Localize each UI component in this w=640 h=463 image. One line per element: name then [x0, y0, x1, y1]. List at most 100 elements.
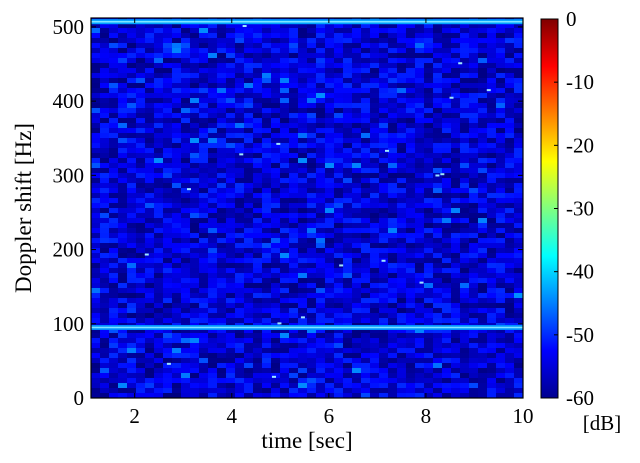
- spectrogram-cell: [433, 168, 443, 174]
- spectrogram-cell: [388, 48, 398, 54]
- spectrogram-cell: [271, 53, 281, 59]
- y-tick-label: 100: [53, 312, 85, 336]
- spectrogram-cell: [136, 98, 146, 104]
- spectrogram-cell: [271, 213, 281, 219]
- spectrogram-cell: [406, 28, 416, 34]
- spectrogram-cell: [91, 208, 101, 214]
- colorbar-label: [dB]: [583, 411, 622, 435]
- spectrogram-cell: [361, 198, 371, 204]
- spectrogram-cell: [226, 183, 236, 189]
- spectrogram-cell: [361, 183, 371, 189]
- spectrogram-cell: [145, 78, 155, 84]
- spectrogram-cell: [307, 168, 317, 174]
- spectrogram-cell: [262, 223, 272, 229]
- spectrogram-cell: [145, 53, 155, 59]
- spectrogram-cell: [325, 383, 335, 389]
- spectrogram-cell: [397, 183, 407, 189]
- spectrogram-cell: [316, 193, 326, 199]
- spectrogram-cell: [226, 93, 236, 99]
- spectrogram-cell: [334, 203, 344, 209]
- spectrogram-cell: [163, 353, 173, 359]
- spectrogram-cell: [316, 308, 326, 314]
- spectrogram-cell: [433, 123, 443, 129]
- spectrogram-cell: [325, 283, 335, 289]
- spectrogram-cell: [217, 33, 227, 39]
- spectrogram-cell: [199, 343, 209, 349]
- spectrogram-cell: [505, 268, 515, 274]
- spectrogram-cell: [208, 338, 218, 344]
- spectrogram-cell: [451, 338, 461, 344]
- spectrogram-cell: [280, 293, 290, 299]
- spectrogram-cell: [514, 368, 523, 374]
- spectrogram-cell: [379, 103, 389, 109]
- y-tick-label: 500: [53, 15, 85, 39]
- spectrogram-cell: [127, 38, 137, 44]
- spectrogram-cell: [253, 333, 263, 339]
- spectrogram-cell: [397, 108, 407, 114]
- spectrogram-cell: [181, 383, 191, 389]
- spectrogram-cell: [325, 53, 335, 59]
- spectrogram-cell: [163, 338, 173, 344]
- spectrogram-cell: [100, 278, 110, 284]
- spectrogram-cell: [442, 338, 452, 344]
- spectrogram-cell: [496, 353, 506, 359]
- spectrogram-cell: [316, 168, 326, 174]
- spectrogram-cell: [190, 168, 200, 174]
- spectrogram-cell: [334, 23, 344, 29]
- spectrogram-cell: [298, 268, 308, 274]
- spectrogram-cell: [271, 308, 281, 314]
- spectrogram-cell: [334, 68, 344, 74]
- spectrogram-cell: [316, 48, 326, 54]
- spectrogram-cell: [226, 73, 236, 79]
- spectrogram-cell: [208, 183, 218, 189]
- spectrogram-cell: [109, 283, 119, 289]
- spectrogram-speckle: [339, 264, 344, 267]
- spectrogram-cell: [316, 253, 326, 259]
- spectrogram-cell: [469, 328, 479, 334]
- spectrogram-cell: [262, 113, 272, 119]
- spectrogram-cell: [478, 223, 488, 229]
- spectrogram-cell: [478, 128, 488, 134]
- spectrogram-cell: [379, 68, 389, 74]
- spectrogram-cell: [136, 268, 146, 274]
- spectrogram-cell: [460, 218, 470, 224]
- spectrogram-cell: [181, 228, 191, 234]
- spectrogram-cell: [280, 203, 290, 209]
- spectrogram-cell: [163, 83, 173, 89]
- spectrogram-cell: [154, 288, 164, 294]
- spectrogram-cell: [154, 283, 164, 289]
- spectrogram-cell: [433, 203, 443, 209]
- spectrogram-cell: [487, 133, 497, 139]
- spectrogram-cell: [208, 228, 218, 234]
- spectrogram-cell: [91, 103, 101, 109]
- spectrogram-cell: [496, 38, 506, 44]
- spectrogram-cell: [181, 178, 191, 184]
- spectrogram-cell: [289, 168, 299, 174]
- x-tick-label: 2: [129, 404, 140, 428]
- spectrogram-cell: [190, 273, 200, 279]
- spectrogram-cell: [496, 198, 506, 204]
- spectrogram-cell: [433, 263, 443, 269]
- spectrogram-cell: [217, 313, 227, 319]
- spectrogram-cell: [325, 38, 335, 44]
- spectrogram-cell: [145, 188, 155, 194]
- spectrogram-cell: [199, 58, 209, 64]
- spectrogram-cell: [199, 68, 209, 74]
- spectrogram-cell: [136, 43, 146, 49]
- spectrogram-cell: [469, 363, 479, 369]
- spectrogram-cell: [262, 253, 272, 259]
- y-tick-label: 200: [53, 238, 85, 262]
- spectrogram-cell: [190, 93, 200, 99]
- spectrogram-cell: [271, 163, 281, 169]
- spectrogram-cell: [181, 263, 191, 269]
- spectrogram-cell: [118, 348, 128, 354]
- spectrogram-cell: [235, 183, 245, 189]
- spectrogram-cell: [298, 138, 308, 144]
- spectrogram-cell: [163, 103, 173, 109]
- spectrogram-cell: [199, 228, 209, 234]
- spectrogram-cell: [406, 278, 416, 284]
- spectrogram-cell: [460, 303, 470, 309]
- spectrogram-cell: [244, 238, 254, 244]
- spectrogram-cell: [199, 63, 209, 69]
- spectrogram-cell: [307, 343, 317, 349]
